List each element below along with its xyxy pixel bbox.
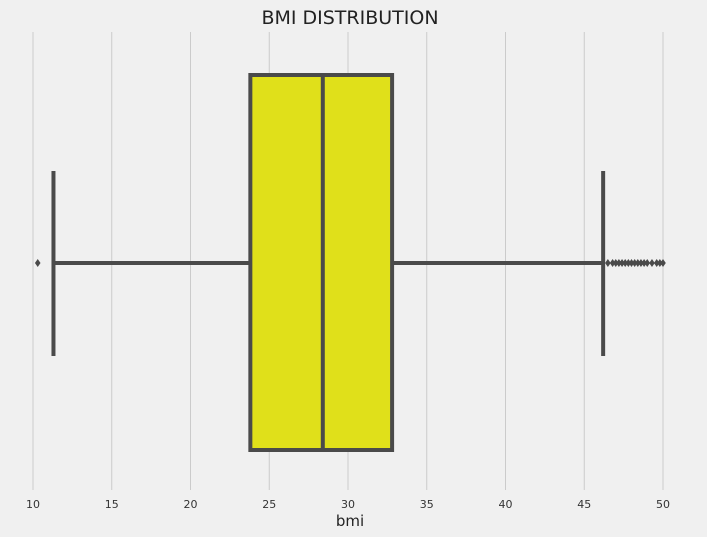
x-tick-label-10: 10 xyxy=(26,498,40,511)
x-tick-label-25: 25 xyxy=(262,498,276,511)
x-axis-label: bmi xyxy=(336,512,364,530)
outlier-point-5 xyxy=(619,259,625,267)
outlier-points xyxy=(34,259,666,267)
outlier-point-3 xyxy=(612,259,619,267)
outlier-point-14 xyxy=(649,259,655,267)
x-tick-label-20: 20 xyxy=(184,498,198,511)
outlier-point-8 xyxy=(628,259,635,267)
outlier-point-4 xyxy=(616,259,622,267)
outlier-point-16 xyxy=(657,259,663,267)
x-tick-label-30: 30 xyxy=(341,498,355,511)
outlier-point-7 xyxy=(625,259,632,267)
chart-title: BMI DISTRIBUTION xyxy=(261,7,438,29)
outlier-point-15 xyxy=(653,259,660,267)
x-tick-label-40: 40 xyxy=(499,498,513,511)
boxplot xyxy=(51,73,606,452)
outlier-point-0 xyxy=(34,259,41,267)
outlier-point-12 xyxy=(641,259,647,267)
x-tick-label-45: 45 xyxy=(577,498,591,511)
x-tick-label-15: 15 xyxy=(105,498,119,511)
x-tick-label-35: 35 xyxy=(420,498,434,511)
x-axis-ticks: 10 15 20 25 30 35 40 45 50 xyxy=(26,498,670,511)
outlier-point-2 xyxy=(609,259,616,267)
outlier-point-10 xyxy=(635,259,641,267)
outlier-point-11 xyxy=(638,259,644,267)
outlier-point-1 xyxy=(605,259,611,267)
outlier-point-13 xyxy=(644,259,651,267)
outlier-point-17 xyxy=(660,259,666,267)
outlier-point-9 xyxy=(631,259,638,267)
outlier-point-6 xyxy=(622,259,628,267)
x-tick-label-50: 50 xyxy=(656,498,670,511)
